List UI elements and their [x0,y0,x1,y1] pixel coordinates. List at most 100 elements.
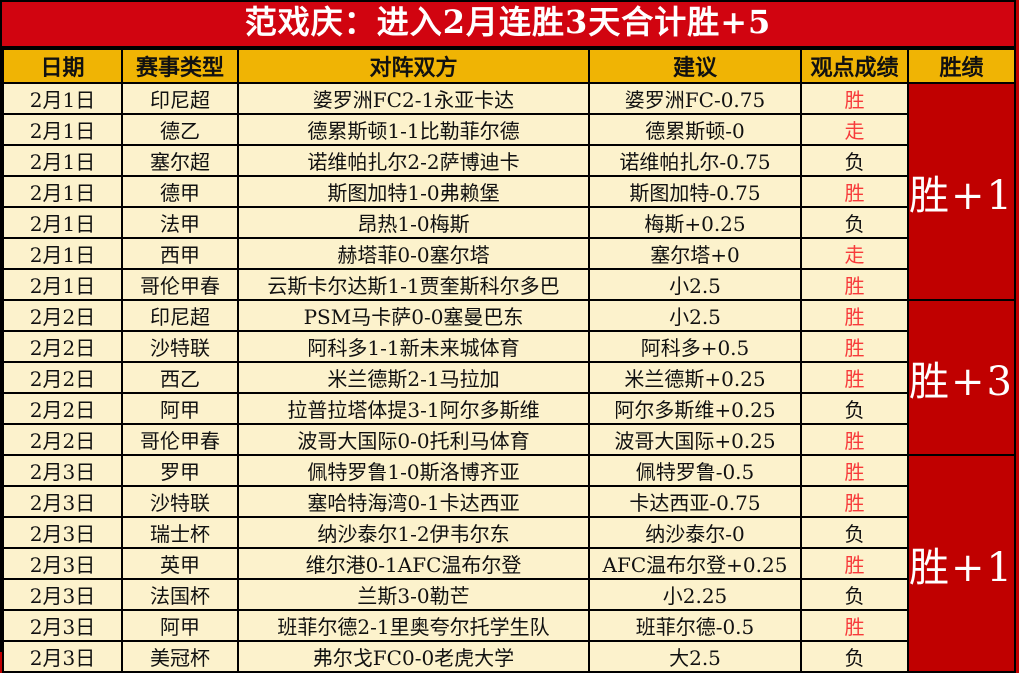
league-cell: 哥伦甲春 [121,268,239,301]
match-cell: 德累斯顿1-1比勒菲尔德 [237,113,590,146]
result-cell: 胜 [800,82,909,115]
results-table: 日期 赛事类型 对阵双方 建议 观点成绩 胜绩 2月1日 印尼超 婆罗洲FC2-1永亚卡达 婆罗… [2,48,1016,673]
result-cell: 胜 [800,485,909,518]
col-header: 观点成绩 [800,48,909,84]
table-row: 2月1日 哥伦甲春 云斯卡尔达斯1-1贾奎斯科尔多巴 小2.5 胜 [2,268,1015,301]
date-cell: 2月2日 [2,330,123,363]
league-cell: 西乙 [121,361,239,394]
col-header: 建议 [588,48,802,84]
match-cell: 婆罗洲FC2-1永亚卡达 [237,82,590,115]
league-cell: 罗甲 [121,454,239,487]
suggestion-cell: 德累斯顿-0 [588,113,802,146]
result-cell: 胜 [800,268,909,301]
suggestion-cell: 小2.5 [588,299,802,332]
table-row: 2月1日 法甲 昂热1-0梅斯 梅斯+0.25 负 [2,206,1015,239]
result-cell: 负 [800,516,909,549]
league-cell: 德乙 [121,113,239,146]
league-cell: 瑞士杯 [121,516,239,549]
suggestion-cell: 米兰德斯+0.25 [588,361,802,394]
result-cell: 胜 [800,454,909,487]
date-cell: 2月1日 [2,237,123,270]
match-cell: 米兰德斯2-1马拉加 [237,361,590,394]
result-cell: 胜 [800,423,909,456]
suggestion-cell: 纳沙泰尔-0 [588,516,802,549]
league-cell: 哥伦甲春 [121,423,239,456]
suggestion-cell: 波哥大国际+0.25 [588,423,802,456]
table-row: 2月3日 阿甲 班菲尔德2-1里奥夸尔托学生队 班菲尔德-0.5 胜 [2,609,1015,642]
table-row: 2月3日 沙特联 塞哈特海湾0-1卡达西亚 卡达西亚-0.75 胜 [2,485,1015,518]
suggestion-cell: 诺维帕扎尔-0.75 [588,144,802,177]
date-cell: 2月2日 [2,361,123,394]
league-cell: 沙特联 [121,485,239,518]
result-cell: 走 [800,237,909,270]
result-cell: 胜 [800,609,909,642]
league-cell: 阿甲 [121,392,239,425]
result-cell: 胜 [800,361,909,394]
page-title: 范戏庆：进入2月连胜3天合计胜+5 [244,3,772,41]
table-row: 2月1日 德甲 斯图加特1-0弗赖堡 斯图加特-0.75 胜 [2,175,1015,208]
date-cell: 2月2日 [2,299,123,332]
suggestion-cell: 佩特罗鲁-0.5 [588,454,802,487]
date-cell: 2月1日 [2,82,123,115]
match-cell: 诺维帕扎尔2-2萨博迪卡 [237,144,590,177]
suggestion-cell: 阿科多+0.5 [588,330,802,363]
suggestion-cell: 阿尔多斯维+0.25 [588,392,802,425]
suggestion-cell: 斯图加特-0.75 [588,175,802,208]
result-cell: 胜 [800,175,909,208]
suggestion-cell: 大2.5 [588,640,802,673]
suggestion-cell: 塞尔塔+0 [588,237,802,270]
streak-cell: 胜+1 [907,82,1016,301]
table-row: 2月1日 塞尔超 诺维帕扎尔2-2萨博迪卡 诺维帕扎尔-0.75 负 [2,144,1015,177]
col-header: 胜绩 [907,48,1016,84]
streak-cell: 胜+3 [907,299,1016,456]
match-cell: 纳沙泰尔1-2伊韦尔东 [237,516,590,549]
league-cell: 德甲 [121,175,239,208]
table-row: 2月3日 美冠杯 弗尔戈FC0-0老虎大学 大2.5 负 [2,640,1015,673]
match-cell: 佩特罗鲁1-0斯洛博齐亚 [237,454,590,487]
date-cell: 2月3日 [2,454,123,487]
suggestion-cell: AFC温布尔登+0.25 [588,547,802,580]
match-cell: 云斯卡尔达斯1-1贾奎斯科尔多巴 [237,268,590,301]
date-cell: 2月1日 [2,175,123,208]
table-body: 2月1日 印尼超 婆罗洲FC2-1永亚卡达 婆罗洲FC-0.75 胜胜+1 2月1日 德乙德… [2,82,1016,673]
match-cell: PSM马卡萨0-0塞曼巴东 [237,299,590,332]
league-cell: 美冠杯 [121,640,239,673]
result-cell: 负 [800,206,909,239]
league-cell: 印尼超 [121,299,239,332]
result-cell: 胜 [800,547,909,580]
result-cell: 负 [800,392,909,425]
table-row: 2月1日 印尼超 婆罗洲FC2-1永亚卡达 婆罗洲FC-0.75 胜胜+1 [2,82,1016,301]
match-cell: 波哥大国际0-0托利马体育 [237,423,590,456]
match-cell: 维尔港0-1AFC温布尔登 [237,547,590,580]
result-cell: 胜 [800,299,909,332]
table-row: 2月3日 英甲 维尔港0-1AFC温布尔登 AFC温布尔登+0.25 胜 [2,547,1015,580]
col-header: 对阵双方 [237,48,590,84]
date-cell: 2月1日 [2,206,123,239]
result-cell: 负 [800,144,909,177]
match-cell: 弗尔戈FC0-0老虎大学 [237,640,590,673]
date-cell: 2月2日 [2,423,123,456]
match-cell: 拉普拉塔体提3-1阿尔多斯维 [237,392,590,425]
table-row: 2月2日 阿甲 拉普拉塔体提3-1阿尔多斯维 阿尔多斯维+0.25 负 [2,392,1015,425]
table-row: 2月2日 哥伦甲春 波哥大国际0-0托利马体育 波哥大国际+0.25 胜 [2,423,1015,456]
date-cell: 2月1日 [2,113,123,146]
league-cell: 法甲 [121,206,239,239]
league-cell: 法国杯 [121,578,239,611]
date-cell: 2月2日 [2,392,123,425]
result-cell: 负 [800,578,909,611]
table-row: 2月1日 西甲 赫塔菲0-0塞尔塔 塞尔塔+0 走 [2,237,1015,270]
result-cell: 胜 [800,330,909,363]
table-row: 2月3日 瑞士杯 纳沙泰尔1-2伊韦尔东 纳沙泰尔-0 负 [2,516,1015,549]
title-bar: 范戏庆：进入2月连胜3天合计胜+5 [2,2,1014,48]
match-cell: 昂热1-0梅斯 [237,206,590,239]
col-header: 日期 [2,48,123,84]
league-cell: 英甲 [121,547,239,580]
date-cell: 2月1日 [2,144,123,177]
league-cell: 塞尔超 [121,144,239,177]
date-cell: 2月3日 [2,578,123,611]
suggestion-cell: 小2.25 [588,578,802,611]
result-cell: 负 [800,640,909,673]
match-cell: 兰斯3-0勒芒 [237,578,590,611]
date-cell: 2月3日 [2,516,123,549]
